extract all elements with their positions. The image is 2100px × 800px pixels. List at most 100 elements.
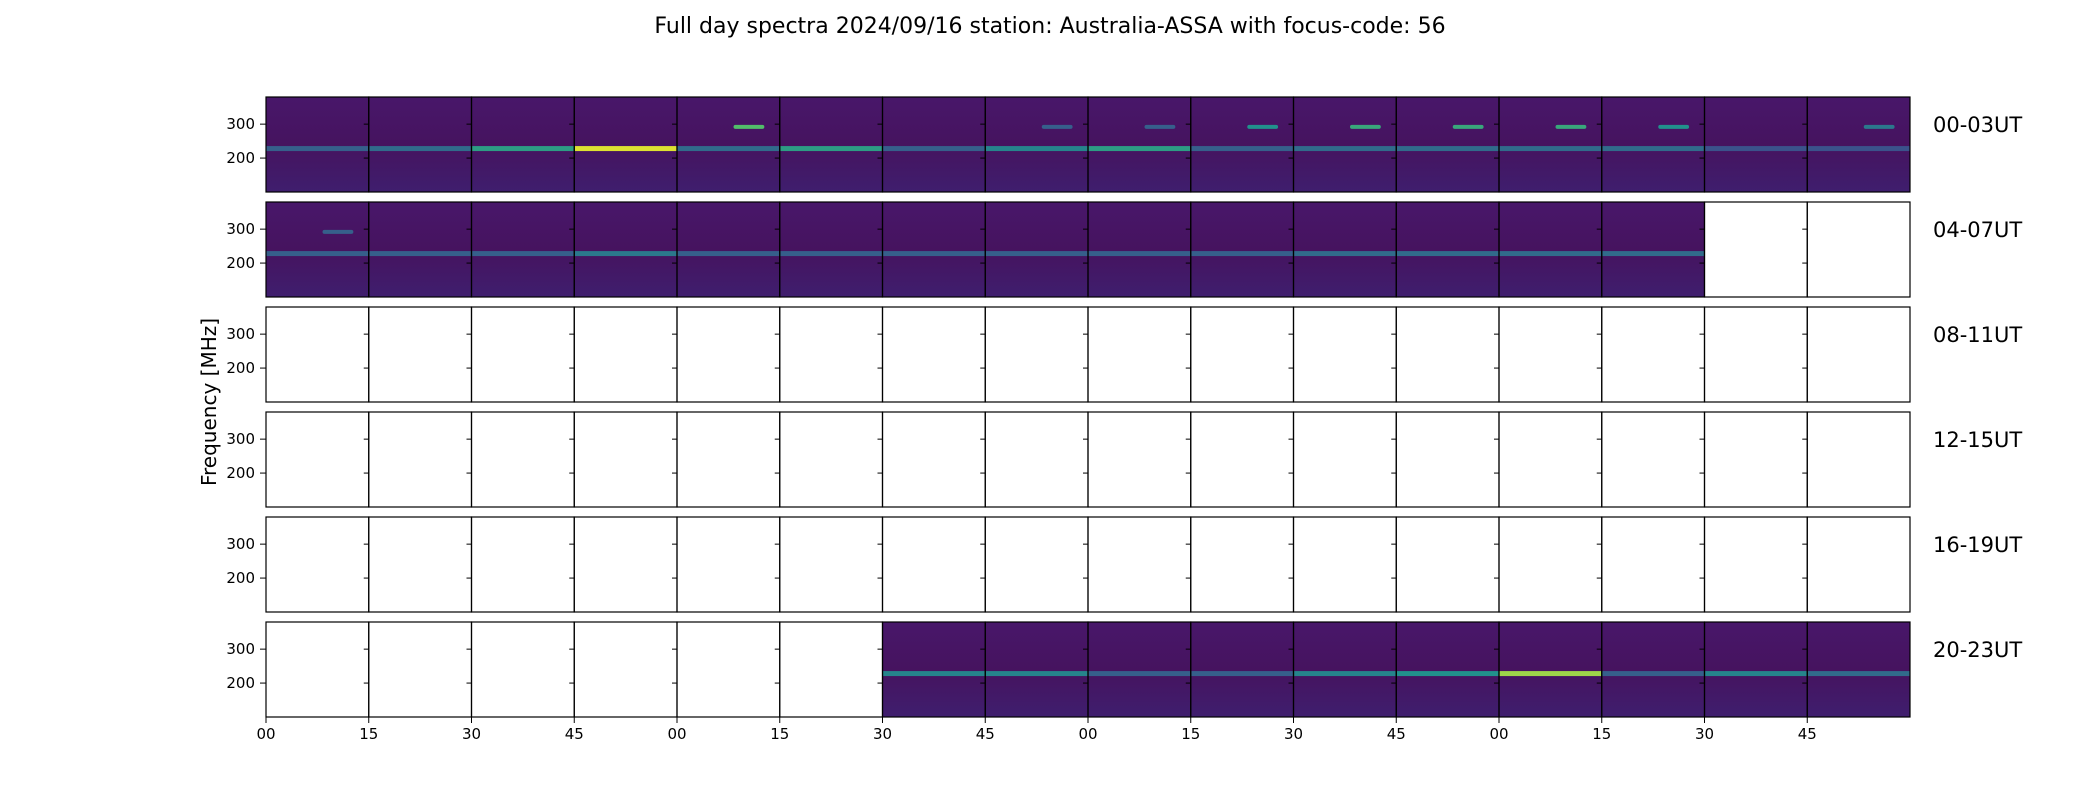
- y-tick-label: 200: [226, 464, 255, 482]
- emission-band: [882, 671, 986, 677]
- x-tick-label: 15: [770, 725, 789, 743]
- spectrum-panel: [1807, 622, 1910, 717]
- panel-frame: [881, 516, 986, 613]
- row-time-label: 12-15UT: [1933, 428, 2022, 452]
- spectrum-panel: [1293, 97, 1397, 192]
- spectrum-panel: [779, 97, 883, 192]
- emission-band: [1396, 671, 1499, 677]
- panel-frame: [1703, 516, 1808, 613]
- spectrum-panel: [368, 97, 472, 192]
- panel-frame: [1601, 306, 1706, 403]
- panel-frame: [1601, 516, 1706, 613]
- panel-frame: [470, 621, 575, 718]
- y-tick-label: 300: [226, 640, 255, 658]
- x-tick-label: 45: [976, 725, 995, 743]
- emission-blip: [1452, 124, 1484, 129]
- panel-frame: [368, 411, 473, 508]
- panel-frame: [1087, 411, 1192, 508]
- panel-frame: [1498, 306, 1603, 403]
- y-tick-label: 300: [226, 115, 255, 133]
- panel-frame: [368, 516, 473, 613]
- spectra-row: 300 200 04-07UT: [226, 201, 2022, 298]
- emission-band: [1499, 671, 1602, 677]
- x-tick-label: 00: [1489, 725, 1508, 743]
- panel-frame: [265, 621, 370, 718]
- panel-frame: [368, 621, 473, 718]
- emission-band: [1396, 146, 1499, 152]
- x-tick-label: 00: [667, 725, 686, 743]
- panel-frame: [1806, 306, 1911, 403]
- emission-band: [368, 251, 472, 257]
- chart-title: Full day spectra 2024/09/16 station: Aus…: [654, 14, 1445, 39]
- panel-frame: [1806, 411, 1911, 508]
- spectra-row: 300 200 08-11UT: [226, 306, 2022, 403]
- x-tick-label: 00: [1078, 725, 1097, 743]
- panel-frame: [1292, 516, 1397, 613]
- spectrum-panel: [985, 202, 1088, 297]
- emission-band: [882, 146, 986, 152]
- spectrum-panel: [985, 622, 1088, 717]
- spectrum-panel: [1601, 97, 1705, 192]
- y-tick-label: 300: [226, 535, 255, 553]
- spectrum-panel: [1499, 202, 1602, 297]
- spectrum-panel: [1396, 202, 1499, 297]
- y-tick-label: 200: [226, 359, 255, 377]
- panel-frame: [1601, 411, 1706, 508]
- x-tick-label: 15: [1592, 725, 1611, 743]
- emission-blip: [322, 229, 354, 234]
- emission-band: [574, 251, 677, 257]
- spectrum-panel: [1190, 97, 1294, 192]
- emission-band: [882, 251, 986, 257]
- panel-frame: [265, 411, 370, 508]
- panel-frame: [573, 411, 678, 508]
- spectra-row: 300 200 16-19UT: [226, 516, 2022, 613]
- spectrum-panel: [1088, 202, 1191, 297]
- y-tick-label: 200: [226, 569, 255, 587]
- panel-frame: [1806, 96, 1911, 193]
- panel-frame: [1087, 306, 1192, 403]
- panel-frame: [265, 516, 370, 613]
- panel-frame: [1292, 306, 1397, 403]
- panel-frame: [984, 411, 1089, 508]
- panel-frame: [573, 306, 678, 403]
- x-tick-label: 45: [1387, 725, 1406, 743]
- emission-band: [1088, 671, 1191, 677]
- emission-blip: [1041, 124, 1073, 129]
- spectrum-panel: [266, 202, 369, 297]
- emission-band: [985, 251, 1088, 257]
- x-tick-label: 30: [1284, 725, 1303, 743]
- spectrum-panel: [882, 202, 986, 297]
- spectrum-panel: [1293, 202, 1397, 297]
- spectrum-panel: [1396, 97, 1499, 192]
- panel-frame: [984, 516, 1089, 613]
- x-tick-label: 15: [359, 725, 378, 743]
- emission-band: [1807, 146, 1910, 152]
- x-tick-label: 30: [462, 725, 481, 743]
- spectrum-panel: [1190, 202, 1294, 297]
- emission-blip: [1247, 124, 1279, 129]
- emission-band: [985, 671, 1088, 677]
- emission-band: [1396, 251, 1499, 257]
- panel-frame: [1498, 516, 1603, 613]
- spectra-row: 300 200 20-23UT: [226, 621, 2022, 718]
- emission-band: [985, 146, 1088, 152]
- panel-frame: [1190, 306, 1295, 403]
- panel-frame: [1395, 306, 1500, 403]
- emission-band: [779, 146, 883, 152]
- emission-band: [1499, 146, 1602, 152]
- emission-band: [1190, 146, 1294, 152]
- panel-frame: [573, 621, 678, 718]
- panel-frame: [779, 516, 884, 613]
- emission-band: [266, 146, 369, 152]
- panel-frame: [1190, 516, 1295, 613]
- spectra-row: 300 200 00-03UT: [226, 96, 2022, 193]
- y-tick-label: 300: [226, 220, 255, 238]
- panel-frame: [1703, 201, 1808, 298]
- emission-band: [1190, 671, 1294, 677]
- row-time-label: 20-23UT: [1933, 638, 2022, 662]
- spectrum-panel: [677, 97, 780, 192]
- spectrum-panel: [471, 97, 575, 192]
- emission-band: [1807, 671, 1910, 677]
